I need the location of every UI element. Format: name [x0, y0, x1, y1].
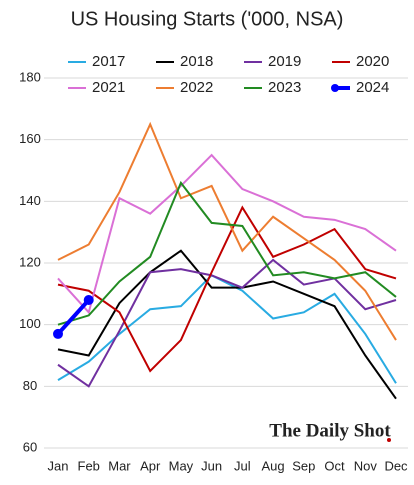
point [53, 328, 63, 339]
y-tick-label: 180 [19, 69, 41, 84]
y-tick-label: 140 [19, 193, 41, 208]
legend-label: 2018 [180, 53, 213, 70]
legend-label: 2021 [92, 79, 125, 96]
x-tick-label: Mar [108, 458, 131, 473]
legend-marker [331, 84, 339, 92]
series-line [57, 249, 397, 400]
x-tick-label: Dec [384, 458, 408, 473]
series-line [57, 153, 397, 315]
logo-dot [387, 438, 391, 442]
y-tick-label: 120 [19, 254, 41, 269]
x-tick-label: Jun [201, 458, 222, 473]
source-logo: The Daily Shot [269, 420, 391, 441]
x-tick-label: Oct [324, 458, 345, 473]
x-tick-label: May [169, 458, 194, 473]
x-tick-label: Nov [354, 458, 378, 473]
chart-title: US Housing Starts ('000, NSA) [71, 8, 344, 30]
legend-label: 2023 [268, 79, 301, 96]
legend-label: 2020 [356, 53, 389, 70]
legend-label: 2017 [92, 53, 125, 70]
series-line [57, 205, 397, 373]
legend-label: 2022 [180, 79, 213, 96]
x-tick-label: Aug [262, 458, 285, 473]
series-line [57, 274, 397, 384]
legend-label: 2024 [356, 79, 389, 96]
y-tick-label: 100 [19, 316, 41, 331]
x-tick-label: Apr [140, 458, 161, 473]
series-line [57, 121, 397, 341]
series-line [57, 180, 397, 326]
series-line [57, 258, 397, 388]
y-tick-label: 160 [19, 131, 41, 146]
y-tick-label: 60 [23, 439, 37, 454]
x-tick-label: Jul [234, 458, 251, 473]
legend-label: 2019 [268, 53, 301, 70]
x-tick-label: Jan [48, 458, 69, 473]
x-tick-label: Sep [292, 458, 315, 473]
x-tick-label: Feb [78, 458, 100, 473]
series-line [56, 298, 91, 336]
point [83, 295, 94, 305]
y-tick-label: 80 [23, 378, 37, 393]
